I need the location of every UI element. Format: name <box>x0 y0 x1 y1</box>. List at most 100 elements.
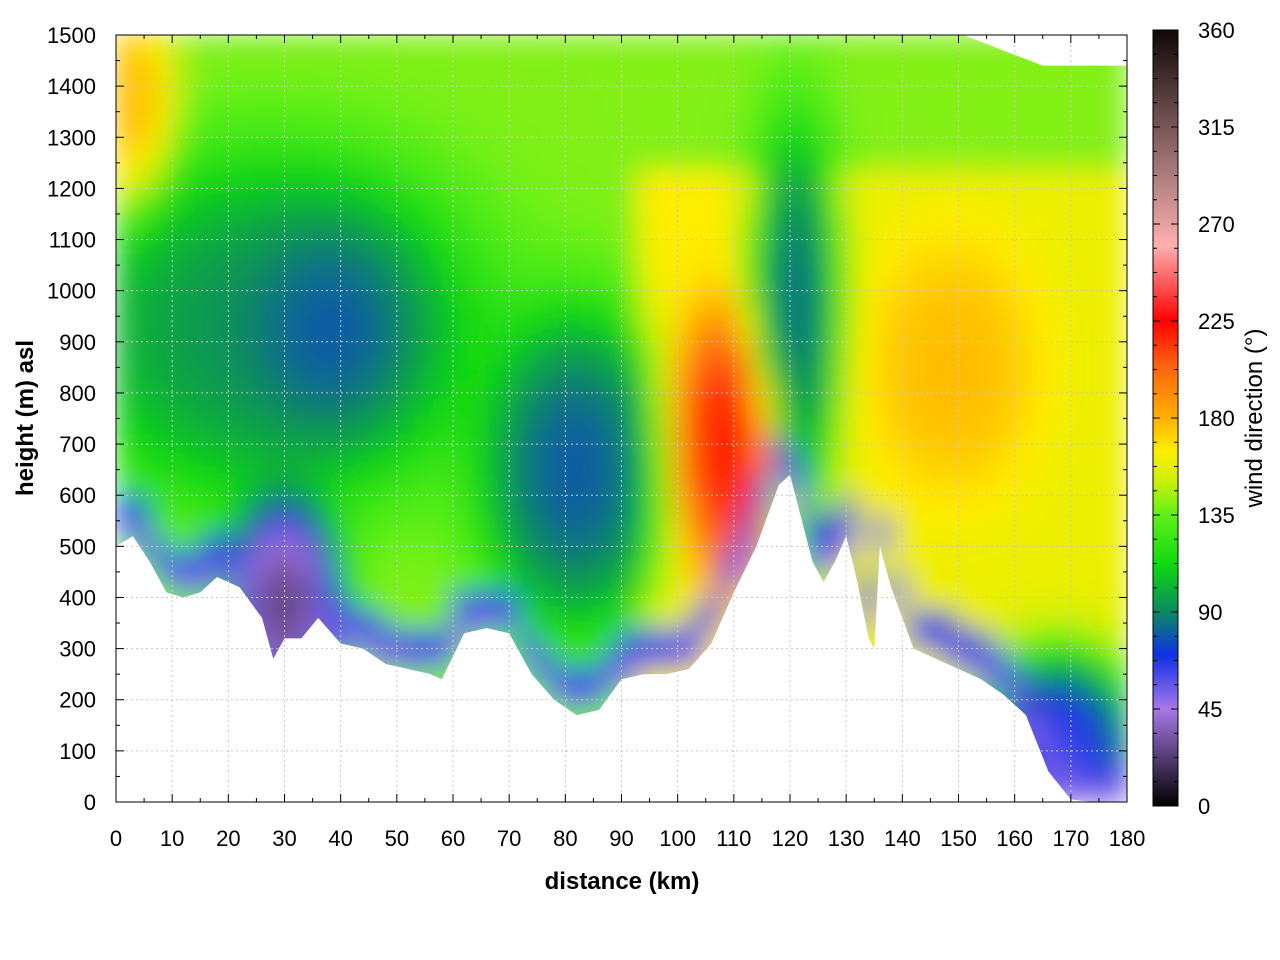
wind-cell <box>148 244 168 267</box>
wind-cell <box>738 110 758 132</box>
wind-cell <box>452 609 471 631</box>
wind-cell <box>974 264 994 286</box>
wind-cell <box>468 91 488 113</box>
wind-cell <box>890 532 909 554</box>
wind-cell <box>991 647 1011 669</box>
wind-cell <box>502 35 522 56</box>
wind-cell <box>334 340 353 362</box>
wind-cell <box>452 570 471 593</box>
wind-cell <box>131 513 151 535</box>
wind-cell <box>1008 551 1027 573</box>
wind-cell <box>1058 705 1078 727</box>
wind-cell <box>1024 494 1044 516</box>
wind-cell <box>873 35 893 56</box>
wind-cell <box>553 264 572 286</box>
wind-cell <box>485 35 505 56</box>
wind-cell <box>637 455 657 478</box>
wind-cell <box>721 53 741 75</box>
wind-cell <box>468 53 488 75</box>
wind-cell <box>957 609 977 631</box>
wind-cell <box>991 321 1011 343</box>
wind-cell <box>148 72 168 94</box>
wind-cell <box>418 53 438 75</box>
wind-cell <box>148 551 168 573</box>
wind-cell <box>873 302 893 324</box>
wind-cell <box>418 436 438 458</box>
wind-cell <box>1109 436 1127 458</box>
wind-cell <box>116 359 134 382</box>
wind-cell <box>334 110 353 132</box>
wind-cell <box>485 225 505 247</box>
wind-cell <box>334 72 353 94</box>
wind-cell <box>586 513 606 535</box>
wind-cell <box>502 110 522 132</box>
wind-cell <box>165 149 185 171</box>
wind-cell <box>1075 609 1095 631</box>
wind-cell <box>637 340 657 362</box>
wind-cell <box>1092 590 1112 612</box>
colorbar-title: wind direction (°) <box>1241 329 1268 509</box>
wind-cell <box>317 302 337 324</box>
wind-cell <box>704 609 724 631</box>
wind-cell <box>300 551 320 573</box>
wind-cell <box>940 129 960 152</box>
wind-cell <box>637 53 657 75</box>
wind-cell <box>468 283 488 305</box>
wind-cell <box>671 628 690 650</box>
wind-cell <box>991 475 1011 497</box>
wind-cell <box>283 206 303 228</box>
wind-cell <box>569 647 589 669</box>
wind-cell <box>569 206 589 228</box>
wind-cell <box>502 302 522 324</box>
x-tick-label: 90 <box>609 826 633 851</box>
wind-cell <box>671 551 690 573</box>
wind-cell <box>536 628 556 650</box>
wind-cell <box>1092 168 1112 190</box>
wind-cell <box>704 379 724 401</box>
wind-cell <box>620 513 640 535</box>
wind-cell <box>569 628 589 650</box>
wind-cell <box>805 475 825 497</box>
wind-cell <box>1109 379 1127 401</box>
wind-cell <box>1092 551 1112 573</box>
wind-cell <box>1075 206 1095 228</box>
wind-cell <box>283 417 303 439</box>
wind-cell <box>401 379 421 401</box>
wind-cell <box>367 53 387 75</box>
wind-cell <box>182 264 202 286</box>
wind-cell <box>906 225 926 247</box>
wind-cell <box>687 72 707 94</box>
wind-cell <box>468 149 488 171</box>
wind-cell <box>182 110 202 132</box>
wind-cell <box>485 379 505 401</box>
wind-cell <box>704 302 724 324</box>
wind-cell <box>367 283 387 305</box>
wind-cell <box>334 398 353 420</box>
wind-cell <box>991 225 1011 247</box>
wind-cell <box>755 283 775 305</box>
wind-cell <box>873 129 893 152</box>
wind-cell <box>1075 705 1095 727</box>
wind-cell <box>519 570 539 593</box>
wind-cell <box>519 321 539 343</box>
wind-cell <box>401 436 421 458</box>
wind-cell <box>1008 532 1027 554</box>
wind-cell <box>502 340 522 362</box>
wind-cell <box>1075 532 1095 554</box>
wind-cell <box>418 609 438 631</box>
wind-cell <box>334 302 353 324</box>
wind-cell <box>350 513 370 535</box>
wind-cell <box>536 590 556 612</box>
wind-cell <box>536 417 556 439</box>
wind-cell <box>350 321 370 343</box>
wind-cell <box>1058 359 1078 382</box>
wind-cell <box>435 628 454 650</box>
wind-cell <box>165 53 185 75</box>
wind-cell <box>856 494 876 516</box>
wind-cell <box>249 551 269 573</box>
wind-cell <box>822 110 842 132</box>
wind-cell <box>1058 436 1078 458</box>
wind-cell <box>266 551 286 573</box>
wind-cell <box>856 340 876 362</box>
wind-cell <box>148 417 168 439</box>
